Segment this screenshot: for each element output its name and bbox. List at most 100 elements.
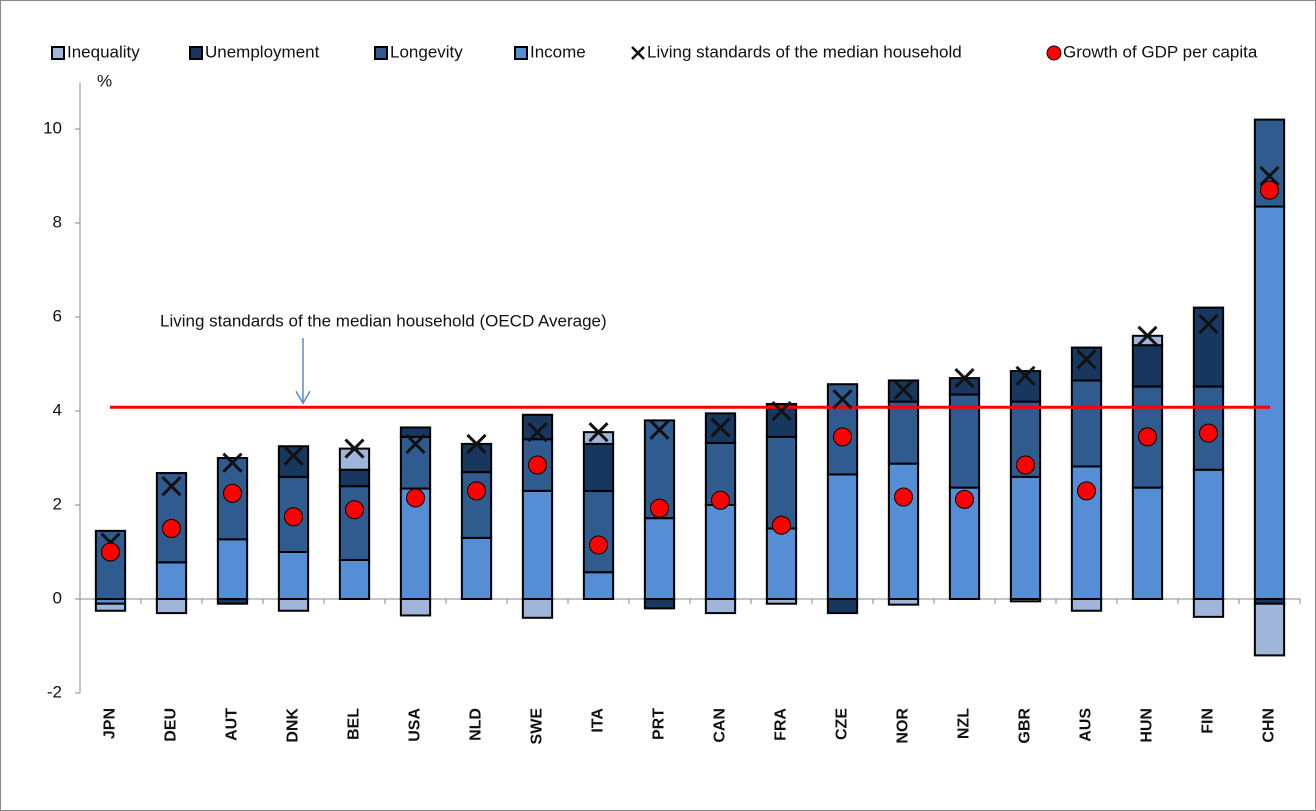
- bar-segment: [765, 527, 798, 600]
- x-tick-label: JPN: [102, 708, 119, 739]
- x-marker: [954, 368, 975, 389]
- bar-segment: [338, 447, 371, 471]
- bar-segment: [1192, 468, 1225, 600]
- bar-segment: [826, 598, 859, 615]
- x-marker: [1015, 365, 1036, 386]
- x-tick-label: DEU: [163, 708, 180, 742]
- legend-label: Living standards of the median household: [647, 42, 962, 61]
- x-marker: [649, 419, 670, 440]
- bar-segment: [826, 473, 859, 601]
- bar-segment: [582, 442, 615, 492]
- bar-segment: [155, 598, 188, 615]
- bar-segment: [765, 435, 798, 530]
- x-tick-label: NOR: [895, 708, 912, 744]
- dot-marker: [711, 490, 730, 510]
- x-marker: [588, 422, 609, 443]
- bar-segment: [277, 598, 310, 612]
- bar-segment: [460, 442, 493, 474]
- dot-marker: [1199, 423, 1218, 443]
- dot-marker: [1138, 427, 1157, 447]
- bar-segment: [887, 598, 920, 606]
- x-tick-label: SWE: [529, 708, 546, 745]
- dot-marker: [528, 455, 547, 475]
- bar-segment: [1070, 379, 1103, 468]
- legend-marker: [631, 46, 645, 60]
- annotation: Living standards of the median household…: [160, 311, 607, 330]
- x-marker: [1076, 349, 1097, 370]
- bar-segment: [521, 598, 554, 619]
- legend-marker: [1046, 45, 1062, 61]
- dot-marker: [894, 487, 913, 507]
- bar-segment: [1192, 598, 1225, 618]
- x-tick-label: CZE: [834, 708, 851, 740]
- bar-segment: [1131, 344, 1164, 388]
- bar-segment: [887, 400, 920, 465]
- x-tick-label: BEL: [346, 708, 363, 740]
- bar-segment: [1009, 370, 1042, 403]
- x-tick-label: ITA: [590, 708, 607, 733]
- bar-segment: [1253, 205, 1286, 601]
- bar-segment: [1070, 465, 1103, 600]
- x-tick-label: NLD: [468, 708, 485, 741]
- legend-label: Longevity: [390, 42, 463, 61]
- x-marker: [344, 438, 365, 459]
- y-tick-label: -2: [47, 682, 62, 701]
- bar-segment: [887, 462, 920, 601]
- bar-segment: [1070, 598, 1103, 612]
- bar-segment: [399, 598, 432, 617]
- x-marker: [1198, 313, 1219, 335]
- bar-segment: [1009, 475, 1042, 600]
- legend-label: Income: [530, 42, 586, 61]
- x-tick-label: PRT: [651, 708, 668, 740]
- bar-segment: [948, 377, 981, 396]
- dot-marker: [772, 515, 791, 535]
- x-tick-label: AUT: [224, 708, 241, 741]
- y-tick-label: 4: [53, 400, 62, 419]
- x-marker: [161, 476, 182, 497]
- bar-segment: [94, 602, 127, 612]
- bar-segment: [1070, 346, 1103, 382]
- dot-marker: [650, 498, 669, 518]
- x-marker: [1259, 165, 1280, 187]
- legend-label: Inequality: [67, 42, 140, 61]
- bar-segment: [155, 561, 188, 601]
- dot-marker: [284, 507, 303, 527]
- bar-segment: [948, 393, 981, 489]
- bar-segment: [643, 598, 676, 610]
- x-marker: [466, 433, 487, 454]
- dot-marker: [1016, 455, 1035, 475]
- x-tick-label: HUN: [1139, 708, 1156, 743]
- bar-segment: [338, 485, 371, 561]
- x-tick-label: CHN: [1261, 708, 1278, 743]
- annotation-arrowhead: [295, 390, 311, 405]
- dot-marker: [467, 481, 486, 501]
- x-marker: [283, 445, 304, 466]
- dot-marker: [162, 519, 181, 538]
- dot-marker: [345, 500, 364, 520]
- x-tick-label: NZL: [956, 708, 973, 739]
- bar-segment: [521, 413, 554, 441]
- x-marker: [771, 400, 792, 422]
- x-tick-label: AUS: [1078, 708, 1095, 742]
- legend-swatch: [189, 46, 203, 60]
- dot-marker: [223, 483, 242, 503]
- bar-segment: [338, 558, 371, 600]
- bar-segment: [1131, 486, 1164, 600]
- bar-segment: [399, 487, 432, 600]
- bar-segment: [948, 486, 981, 600]
- legend-label: Growth of GDP per capita: [1063, 42, 1258, 61]
- y-tick-label: 2: [53, 494, 62, 513]
- bar-segment: [582, 571, 615, 601]
- y-tick-label: 8: [53, 212, 62, 231]
- y-tick-label: 10: [43, 118, 62, 137]
- x-tick-label: DNK: [285, 708, 302, 743]
- bar-segment: [1253, 602, 1286, 657]
- bar-segment: [643, 517, 676, 600]
- dot-marker: [955, 489, 974, 509]
- x-marker: [405, 433, 426, 454]
- bar-segment: [1192, 306, 1225, 388]
- bar-segment: [460, 536, 493, 601]
- x-marker: [893, 379, 914, 400]
- dot-marker: [589, 535, 608, 555]
